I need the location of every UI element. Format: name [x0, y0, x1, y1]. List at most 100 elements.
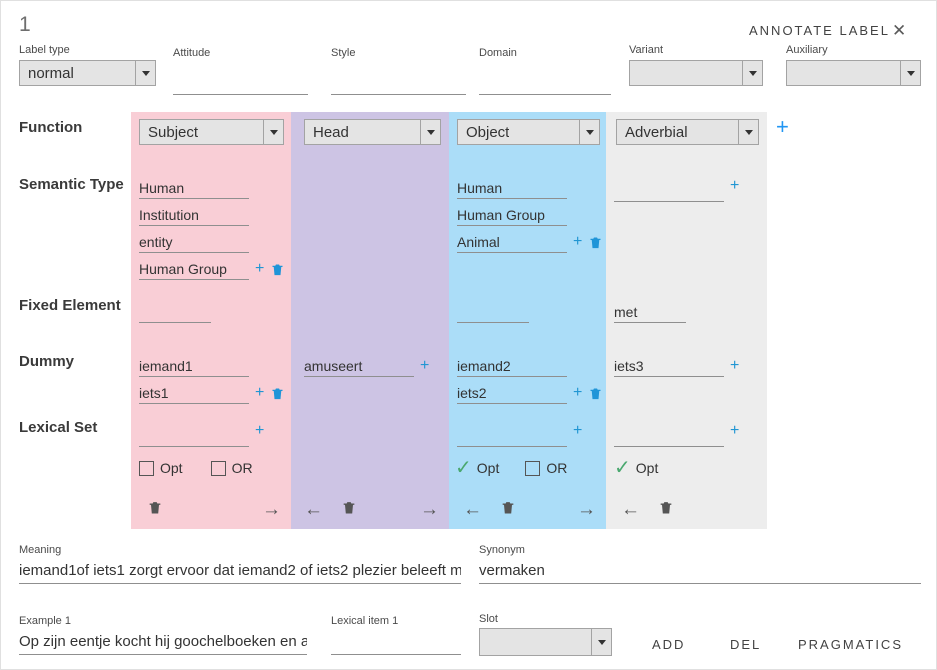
fixed-element-input[interactable]	[139, 302, 211, 323]
auxiliary-label: Auxiliary	[786, 44, 828, 56]
fixed-element-input[interactable]: met	[614, 302, 686, 323]
chevron-down-icon	[738, 120, 758, 144]
dummy-input[interactable]: iemand1	[139, 356, 249, 377]
subject-column: Subject Human Institution entity Human G…	[131, 112, 291, 529]
chevron-down-icon	[591, 629, 611, 655]
object-column: Object Human Human Group Animal + iemand…	[449, 112, 606, 529]
semantic-type-input[interactable]: Human	[457, 178, 567, 199]
variant-select[interactable]	[629, 60, 763, 86]
domain-input[interactable]	[479, 71, 611, 95]
add-dummy-icon[interactable]: +	[255, 384, 265, 401]
annotate-label-button[interactable]: ANNOTATE LABEL	[749, 23, 890, 38]
head-column: Head amuseert + ← →	[291, 112, 449, 529]
add-lexical-set-icon[interactable]: +	[730, 422, 740, 439]
meaning-label: Meaning	[19, 544, 62, 556]
semantic-type-input[interactable]: Institution	[139, 205, 249, 226]
lexical-set-input[interactable]	[457, 426, 567, 447]
lexical-set-input[interactable]	[614, 426, 724, 447]
dummy-input[interactable]: amuseert	[304, 356, 414, 377]
domain-label: Domain	[479, 47, 517, 59]
function-select-object[interactable]: Object	[457, 119, 600, 145]
del-button[interactable]: DEL	[730, 637, 762, 652]
add-dummy-icon[interactable]: +	[730, 357, 740, 374]
add-dummy-icon[interactable]: +	[573, 384, 583, 401]
slot-select[interactable]	[479, 628, 612, 656]
attitude-input[interactable]	[173, 71, 308, 95]
label-type-value: normal	[28, 64, 74, 82]
style-input[interactable]	[331, 71, 466, 95]
semantic-type-input[interactable]: Human Group	[139, 259, 249, 280]
add-lexical-set-icon[interactable]: +	[255, 422, 265, 439]
label-type-select[interactable]: normal	[19, 60, 156, 86]
dummy-input[interactable]: iets3	[614, 356, 724, 377]
function-select-head[interactable]: Head	[304, 119, 441, 145]
add-function-icon[interactable]: +	[776, 114, 789, 139]
delete-dummy-icon[interactable]	[270, 386, 285, 401]
chevron-down-icon	[900, 61, 920, 85]
add-semantic-type-icon[interactable]: +	[573, 233, 583, 250]
attitude-label: Attitude	[173, 47, 211, 59]
delete-column-icon[interactable]	[147, 499, 163, 516]
meaning-input[interactable]: iemand1of iets1 zorgt ervoor dat iemand2…	[19, 559, 461, 584]
move-left-icon[interactable]: ←	[304, 498, 323, 520]
opt-checkbox[interactable]	[139, 460, 154, 476]
lexical-item1-input[interactable]	[331, 630, 461, 655]
variant-label: Variant	[629, 44, 664, 56]
dummy-row-label: Dummy	[19, 353, 75, 370]
move-right-icon[interactable]: →	[577, 498, 596, 520]
example1-input[interactable]: Op zijn eentje kocht hij goochelboeken e…	[19, 630, 307, 655]
or-checkbox[interactable]	[525, 460, 541, 476]
dummy-input[interactable]: iets2	[457, 383, 567, 404]
move-left-icon[interactable]: ←	[463, 498, 482, 520]
semantic-type-input[interactable]	[614, 181, 724, 202]
delete-column-icon[interactable]	[500, 499, 516, 516]
add-semantic-type-icon[interactable]: +	[730, 177, 740, 194]
lexical-item1-label: Lexical item 1	[331, 615, 399, 627]
synonym-input[interactable]: vermaken	[479, 559, 921, 584]
page-title: 1	[19, 13, 31, 36]
chevron-down-icon	[742, 61, 762, 85]
semantic-type-input[interactable]: Animal	[457, 232, 567, 253]
semantic-type-input[interactable]: entity	[139, 232, 249, 253]
or-label: OR	[231, 460, 253, 476]
chevron-down-icon	[263, 120, 283, 144]
opt-label: Opt	[476, 460, 500, 476]
add-dummy-icon[interactable]: +	[420, 357, 430, 374]
chevron-down-icon	[135, 61, 155, 85]
auxiliary-select[interactable]	[786, 60, 921, 86]
move-right-icon[interactable]: →	[262, 498, 281, 520]
fixed-element-input[interactable]	[457, 302, 529, 323]
function-select-adverbial[interactable]: Adverbial	[616, 119, 759, 145]
delete-semantic-type-icon[interactable]	[588, 235, 603, 250]
opt-checked-icon[interactable]: ✓	[614, 456, 631, 479]
delete-column-icon[interactable]	[341, 499, 357, 516]
delete-column-icon[interactable]	[658, 499, 674, 516]
move-left-icon[interactable]: ←	[621, 498, 640, 520]
pragmatics-button[interactable]: PRAGMATICS	[798, 637, 903, 652]
adverbial-column: Adverbial + met iets3 + + ✓ Opt ←	[606, 112, 767, 529]
synonym-label: Synonym	[479, 544, 525, 556]
semantic-type-row-label: Semantic Type	[19, 176, 124, 193]
dummy-input[interactable]: iets1	[139, 383, 249, 404]
close-icon[interactable]: ✕	[892, 21, 907, 40]
function-value: Head	[313, 123, 349, 141]
add-button[interactable]: ADD	[652, 637, 686, 652]
slot-label: Slot	[479, 613, 498, 625]
semantic-type-input[interactable]: Human	[139, 178, 249, 199]
add-lexical-set-icon[interactable]: +	[573, 422, 583, 439]
dummy-input[interactable]: iemand2	[457, 356, 567, 377]
function-select-subject[interactable]: Subject	[139, 119, 284, 145]
fixed-element-row-label: Fixed Element	[19, 297, 121, 314]
move-right-icon[interactable]: →	[420, 498, 439, 520]
semantic-type-input[interactable]: Human Group	[457, 205, 567, 226]
delete-semantic-type-icon[interactable]	[270, 262, 285, 277]
or-checkbox[interactable]	[210, 460, 226, 476]
add-semantic-type-icon[interactable]: +	[255, 260, 265, 277]
lexical-set-input[interactable]	[139, 426, 249, 447]
label-type-label: Label type	[19, 44, 70, 56]
opt-checked-icon[interactable]: ✓	[455, 456, 472, 479]
delete-dummy-icon[interactable]	[588, 386, 603, 401]
example1-label: Example 1	[19, 615, 71, 627]
style-label: Style	[331, 47, 356, 59]
